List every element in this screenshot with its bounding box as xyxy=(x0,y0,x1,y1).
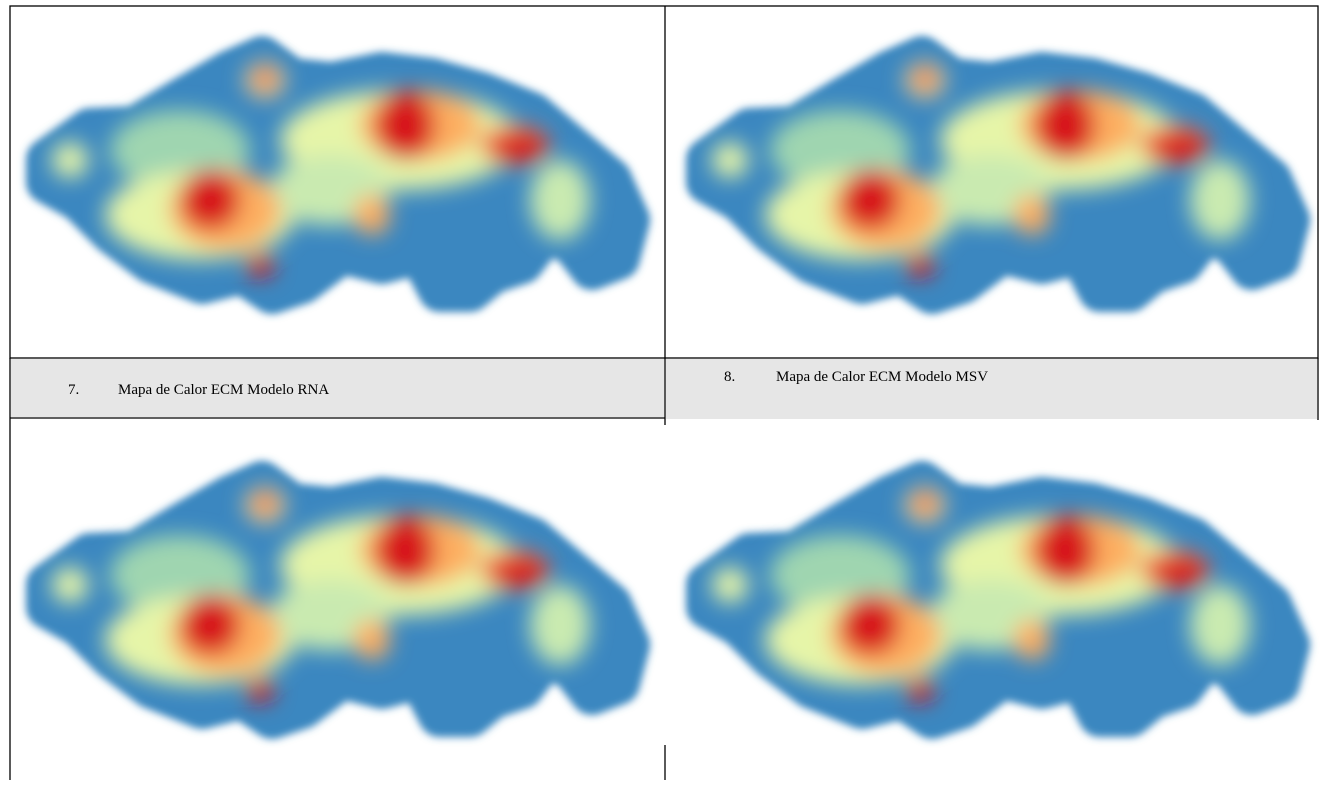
heat-map-4 xyxy=(708,483,1288,717)
caption-text: Mapa de Calor ECM Modelo MSV xyxy=(776,369,988,385)
heat-map-1 xyxy=(48,58,628,292)
heat-map-2 xyxy=(708,58,1288,292)
caption-text: Mapa de Calor ECM Modelo RNA xyxy=(118,382,329,398)
document: 7. Mapa de Calor ECM Modelo RNA 8. Mapa … xyxy=(0,0,1328,780)
caption-cell xyxy=(666,359,1317,419)
caption-cell xyxy=(11,359,664,417)
caption-number: 8. xyxy=(724,369,735,385)
heat-map-3 xyxy=(48,483,628,717)
page: 7. Mapa de Calor ECM Modelo RNA 8. Mapa … xyxy=(0,0,1328,780)
caption-number: 7. xyxy=(68,382,79,398)
